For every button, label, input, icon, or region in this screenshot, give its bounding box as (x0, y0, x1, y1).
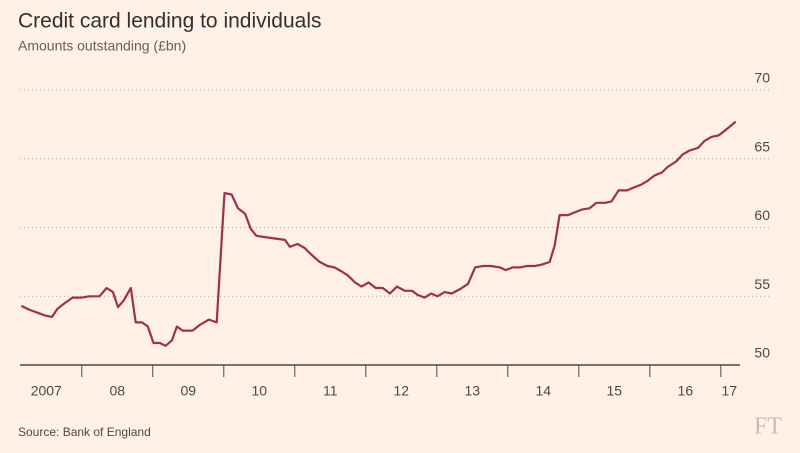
source: Source: Bank of England (18, 425, 151, 439)
y-tick-label: 70 (754, 70, 770, 86)
x-tick-label: 11 (323, 383, 338, 399)
y-tick-label: 50 (754, 345, 770, 361)
y-tick-label: 55 (754, 276, 770, 292)
x-tick-label: 16 (678, 383, 694, 399)
chart-subtitle: Amounts outstanding (£bn) (18, 38, 186, 54)
chart-title: Credit card lending to individuals (18, 10, 322, 33)
x-tick-label: 09 (180, 383, 196, 399)
y-tick-label: 65 (754, 138, 770, 154)
x-tick-label: 10 (252, 383, 268, 399)
line-series (20, 120, 737, 347)
logo: FT (754, 414, 782, 440)
x-tick-label: 12 (394, 383, 410, 399)
x-tick-label: 13 (465, 383, 481, 399)
x-tick-label: 15 (607, 383, 623, 399)
x-tick-label: 2007 (31, 383, 62, 399)
x-tick-label: 08 (109, 383, 125, 399)
x-tick-label: 17 (722, 383, 738, 399)
x-tick-label: 14 (536, 383, 552, 399)
y-tick-label: 60 (754, 207, 770, 223)
